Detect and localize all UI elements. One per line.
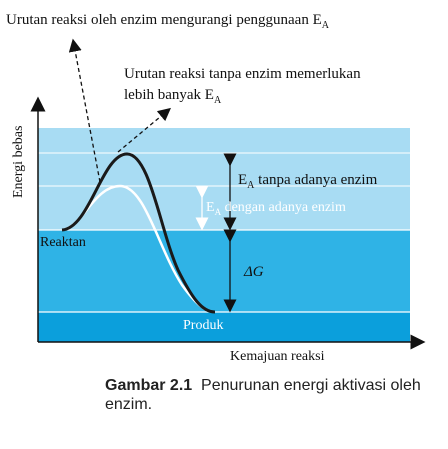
ea-enzyme-label: EA dengan adanya enzim [206, 200, 346, 217]
reactant-label: Reaktan [40, 235, 86, 250]
curve-without-enzyme [61, 152, 216, 314]
figure-caption: Gambar 2.1 Penurunan energi aktivasi ole… [105, 376, 435, 414]
band-middle [38, 230, 410, 312]
y-axis-label: Energi bebas [11, 126, 26, 198]
no-enzyme-annotation-line1: Urutan reaksi tanpa enzim memerlukan [124, 66, 361, 82]
no-enzyme-annotation-line2: lebih banyak EA [124, 87, 222, 106]
caption-text: Penurunan energi aktivasi oleh enzim. [105, 377, 421, 413]
x-axis-label: Kemajuan reaksi [230, 349, 325, 364]
arrow-no-enzyme-annotation [117, 107, 171, 153]
arrow-enzyme-annotation [68, 38, 101, 183]
ea-no-enzyme-label: EA tanpa adanya enzim [238, 172, 378, 191]
caption-label: Gambar 2.1 [105, 377, 193, 394]
enzyme-pathway-annotation: Urutan reaksi oleh enzim mengurangi peng… [6, 12, 330, 31]
product-label: Produk [183, 318, 223, 333]
band-lower [38, 312, 410, 342]
delta-g-label: ΔG [243, 264, 264, 280]
